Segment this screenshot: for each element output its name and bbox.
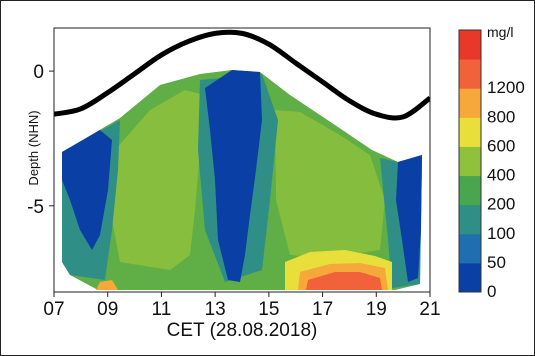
field-light-green-right: [275, 110, 385, 258]
colorbar-swatch: [459, 175, 481, 206]
colorbar-swatch: [459, 59, 481, 89]
colorbar-level-label: 600: [487, 136, 515, 155]
colorbar-swatch: [459, 117, 481, 147]
x-tick-label: 09: [97, 299, 118, 320]
field-orange-left-bottom: [96, 280, 118, 290]
field-light-green-left: [112, 90, 205, 270]
colorbar-level-label: 50: [487, 253, 506, 272]
colorbar-swatch: [459, 146, 481, 177]
x-tick-label: 15: [258, 299, 279, 320]
field-blue-centre: [205, 70, 262, 282]
colorbar-swatch: [459, 88, 481, 118]
y-tick-label: -5: [27, 197, 44, 218]
colorbar-swatch: [459, 30, 481, 60]
x-tick-label: 07: [43, 299, 64, 320]
y-tick-label: 0: [33, 62, 44, 83]
x-tick-label: 13: [205, 299, 226, 320]
x-tick-label: 19: [366, 299, 387, 320]
colorbar-swatch: [459, 233, 481, 264]
colorbar-border: [458, 29, 482, 293]
x-tick-label: 11: [152, 299, 172, 320]
field-red-bottom: [306, 272, 382, 290]
colorbar-level-label: 1200: [487, 78, 525, 97]
colorbar-level-label: 400: [487, 166, 515, 185]
x-tick-label: 21: [419, 299, 440, 320]
colorbar-level-label: 100: [487, 224, 515, 243]
colorbar-unit: mg/l: [487, 24, 513, 40]
y-axis-label: Depth (NHN): [26, 110, 41, 185]
plot-area-border: [53, 27, 431, 293]
y-axis-ticks: 0 -5: [27, 62, 54, 218]
x-axis-label: CET (28.08.2018): [167, 320, 318, 341]
colorbar-level-label: 800: [487, 107, 515, 126]
colorbar-level-label: 0: [487, 282, 496, 301]
colorbar-swatch: [459, 204, 481, 235]
field-blue-left: [62, 130, 112, 250]
colorbar-swatch: [459, 262, 481, 293]
field-blue-right: [396, 155, 422, 282]
colorbar: 0 50 100 200 400 600 800 1200: [458, 29, 525, 301]
x-axis-ticks: 07 09 11 13 15 17 19 21: [43, 292, 441, 320]
x-tick-label: 17: [312, 299, 333, 320]
colorbar-level-label: 200: [487, 195, 515, 214]
concentration-field: [62, 70, 422, 290]
water-level-line: [54, 29, 430, 121]
